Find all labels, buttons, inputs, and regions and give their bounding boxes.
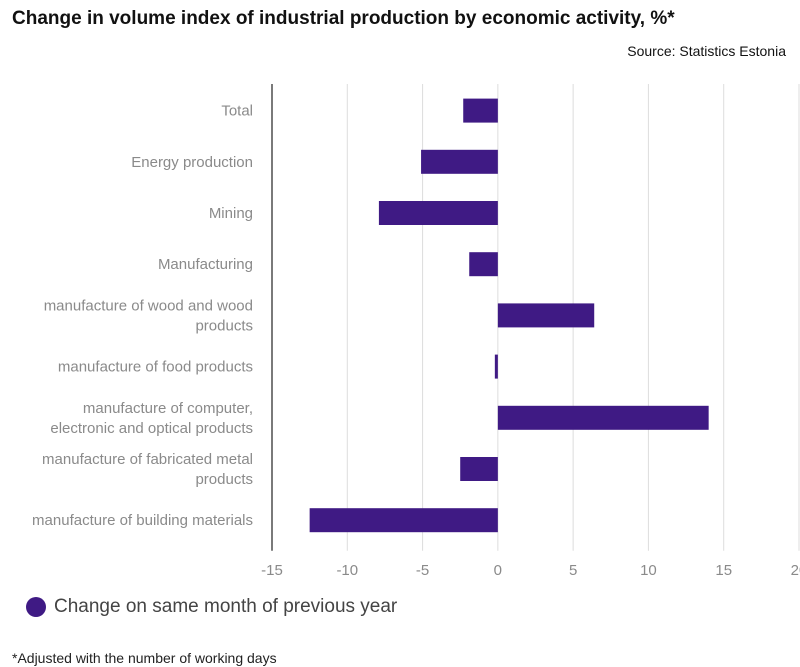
category-label-3: Manufacturing: [158, 256, 253, 273]
category-label-1: Energy production: [131, 154, 253, 171]
legend-label: Change on same month of previous year: [54, 596, 398, 617]
x-tick-label-1: -10: [336, 562, 358, 579]
bar-chart: -15 -10 -5 0 5 10 15 20 Total Energy production Mi…: [32, 84, 800, 579]
category-label-7: manufacture of fabricated metal products: [42, 451, 253, 488]
bar-6: [497, 405, 709, 430]
bar-4: [497, 303, 595, 328]
chart-source: Source: Statistics Estonia: [627, 43, 786, 59]
x-tick-label-6: 15: [715, 562, 732, 579]
legend-swatch: [26, 597, 46, 617]
x-tick-label-0: -15: [261, 562, 283, 579]
legend: Change on same month of previous year: [26, 596, 397, 618]
bar-3: [469, 252, 498, 277]
chart-title: Change in volume index of industrial pro…: [12, 8, 675, 29]
bar-5: [494, 354, 498, 379]
chart-footnote: *Adjusted with the number of working day…: [12, 650, 277, 666]
category-label-5: manufacture of food products: [58, 359, 253, 376]
category-label-2: Mining: [209, 205, 253, 222]
bar-8: [309, 508, 498, 533]
x-tick-label-5: 10: [640, 562, 657, 579]
category-label-8: manufacture of building materials: [32, 512, 253, 529]
bar-7: [460, 457, 498, 481]
bar-1: [421, 149, 498, 174]
category-label-0: Total: [221, 103, 253, 120]
x-tick-label-2: -5: [416, 562, 429, 579]
x-tick-label-7: 20: [791, 562, 800, 579]
bar-0: [463, 98, 498, 123]
bar-2: [378, 201, 498, 225]
x-tick-label-4: 5: [569, 562, 577, 579]
category-label-4: manufacture of wood and wood products: [44, 297, 253, 334]
category-label-6: manufacture of computer, electronic and o…: [50, 400, 253, 437]
x-tick-label-3: 0: [494, 562, 502, 579]
